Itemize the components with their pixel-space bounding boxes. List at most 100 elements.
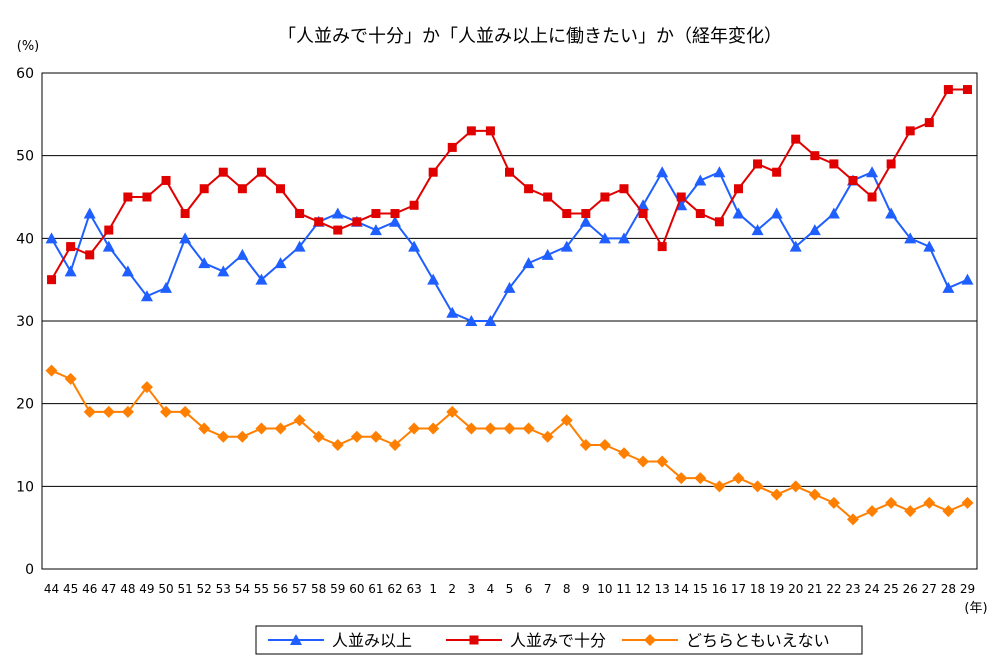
x-tick-label: 6 [525, 582, 533, 596]
data-point-marker [770, 207, 783, 219]
data-point-marker [753, 159, 763, 169]
data-point-marker [408, 240, 421, 252]
data-point-marker [409, 200, 419, 210]
data-point-marker [732, 207, 745, 219]
data-point-marker [789, 480, 802, 493]
data-point-marker [333, 225, 343, 235]
data-point-marker [848, 175, 858, 185]
x-tick-label: 44 [44, 582, 59, 596]
data-point-marker [751, 480, 764, 493]
x-tick-label: 60 [349, 582, 364, 596]
x-tick-label: 10 [597, 582, 612, 596]
x-tick-label: 2 [448, 582, 456, 596]
data-point-marker [465, 315, 478, 326]
data-point-marker [905, 126, 915, 136]
x-tick-label: 26 [903, 582, 918, 596]
data-point-marker [543, 192, 553, 202]
x-tick-label: 23 [845, 582, 860, 596]
x-tick-label: 28 [941, 582, 956, 596]
x-tick-label: 15 [693, 582, 708, 596]
data-point-marker [827, 496, 840, 509]
data-point-marker [217, 430, 230, 443]
data-point-marker [503, 281, 516, 293]
data-point-marker [598, 439, 611, 451]
data-point-marker [369, 224, 382, 236]
y-tick-label: 30 [16, 314, 34, 330]
data-point-marker [600, 192, 610, 202]
x-tick-label: 52 [197, 582, 212, 596]
data-point-marker [293, 414, 306, 427]
data-point-marker [541, 430, 554, 443]
data-point-marker [886, 159, 896, 169]
data-point-marker [276, 184, 286, 194]
data-point-marker [657, 242, 667, 252]
data-point-marker [427, 273, 440, 285]
data-point-marker [83, 207, 96, 219]
data-point-marker [485, 126, 495, 136]
y-tick-label: 40 [16, 231, 34, 247]
x-tick-label: 58 [311, 582, 326, 596]
data-point-marker [161, 175, 171, 185]
data-point-marker [713, 166, 726, 178]
data-point-marker [656, 455, 669, 468]
legend-label: 人並み以上 [332, 631, 412, 650]
data-point-marker [295, 209, 305, 219]
data-point-marker [885, 207, 898, 219]
data-point-marker [732, 472, 745, 485]
data-point-marker [466, 126, 476, 136]
data-point-marker [637, 455, 650, 468]
data-point-marker [923, 496, 936, 509]
data-point-marker [579, 215, 592, 227]
x-tick-label: 56 [273, 582, 288, 596]
x-tick-label: 63 [406, 582, 421, 596]
data-point-marker [846, 513, 859, 526]
y-tick-label: 10 [16, 479, 34, 495]
series-line [51, 369, 968, 521]
x-tick-label: 16 [712, 582, 727, 596]
data-point-marker [274, 422, 287, 435]
legend-swatch-marker [469, 635, 479, 645]
data-point-marker [389, 439, 402, 451]
data-point-marker [827, 207, 840, 219]
data-point-marker [484, 422, 497, 435]
x-tick-label: 29 [960, 582, 975, 596]
data-point-marker [198, 257, 211, 269]
data-point-marker [675, 472, 688, 485]
x-tick-label: 48 [120, 582, 135, 596]
x-tick-label: 11 [616, 582, 631, 596]
data-point-marker [199, 184, 209, 194]
data-point-marker [733, 184, 743, 194]
data-point-marker [350, 430, 363, 443]
x-tick-label: 54 [235, 582, 250, 596]
data-point-marker [446, 405, 459, 418]
data-point-marker [45, 364, 58, 377]
data-point-marker [274, 257, 287, 269]
legend-box [255, 625, 863, 655]
x-tick-label: 53 [216, 582, 231, 596]
data-point-marker [808, 224, 821, 236]
data-point-marker [102, 240, 115, 252]
data-point-marker [885, 496, 898, 509]
data-point-marker [505, 167, 514, 177]
x-tick-label: 18 [750, 582, 765, 596]
x-tick-label: 24 [864, 582, 879, 596]
data-point-marker [179, 232, 192, 244]
series-2 [47, 85, 972, 285]
data-point-marker [713, 480, 726, 493]
data-point-marker [140, 381, 153, 394]
data-point-marker [123, 192, 133, 202]
data-point-marker [352, 217, 362, 227]
x-tick-label: 46 [82, 582, 97, 596]
x-tick-label: 25 [883, 582, 898, 596]
data-point-marker [962, 85, 972, 95]
data-point-marker [695, 209, 705, 219]
x-tick-label: 7 [544, 582, 552, 596]
data-point-marker [694, 174, 707, 186]
x-tick-label: 21 [807, 582, 822, 596]
series-1 [45, 166, 974, 326]
data-point-marker [942, 505, 955, 518]
data-point-marker [617, 447, 630, 460]
data-point-marker [581, 209, 591, 219]
